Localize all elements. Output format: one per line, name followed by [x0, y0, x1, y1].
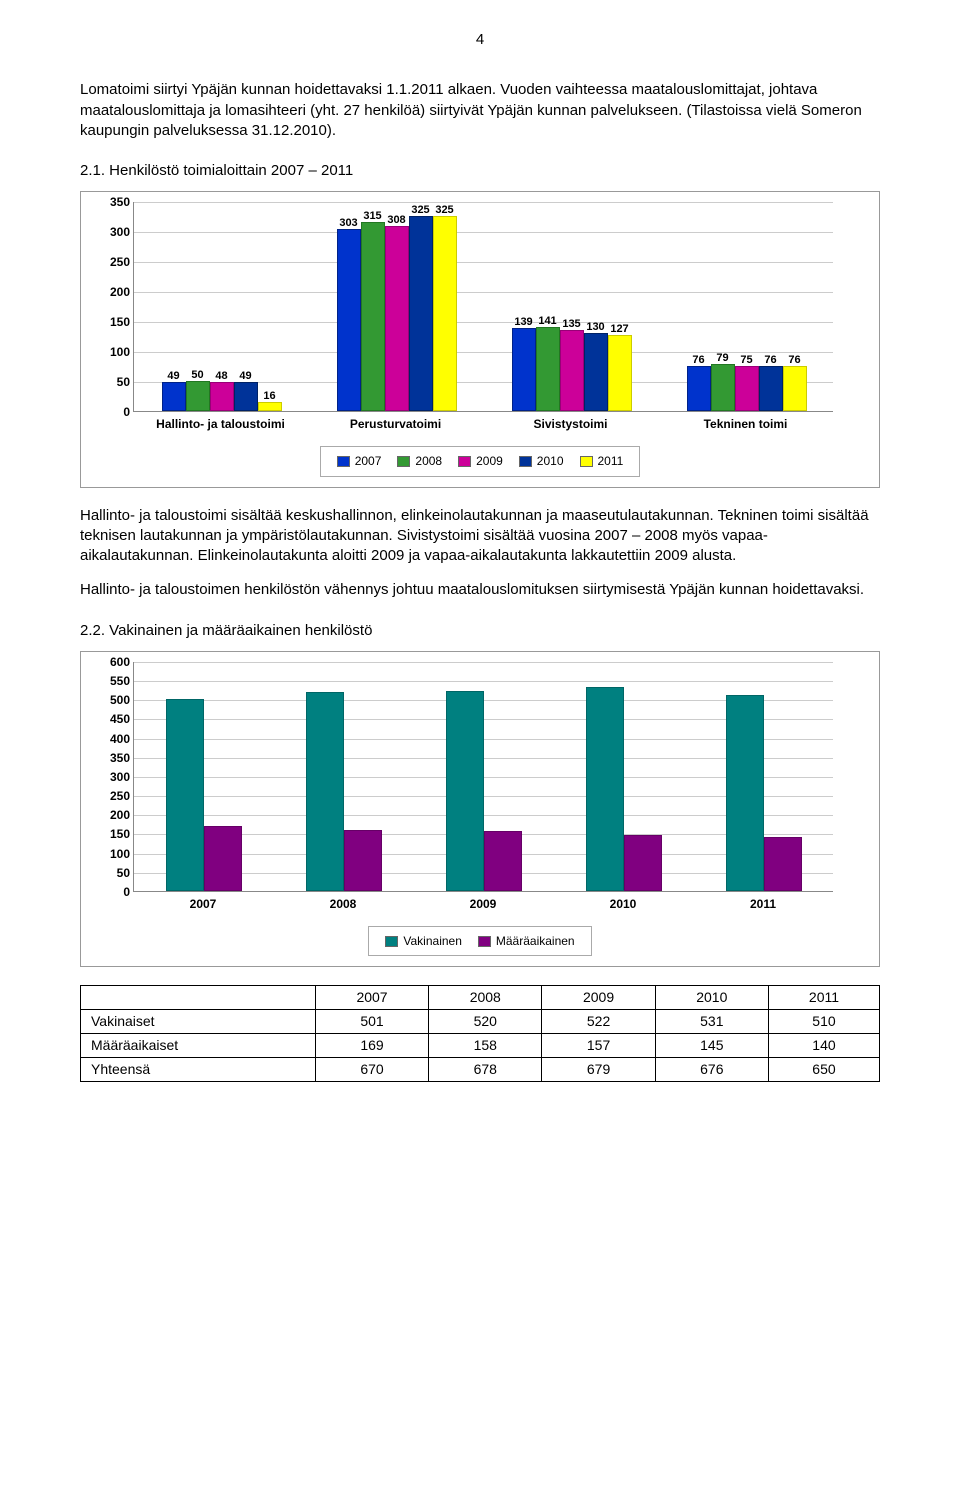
- chart-2: 0501001502002503003504004505005506002007…: [91, 662, 869, 956]
- bar: 135: [560, 330, 584, 411]
- bar: 76: [783, 366, 807, 412]
- bar: 50: [186, 381, 210, 411]
- bar-group: [586, 687, 662, 891]
- bar: 315: [361, 222, 385, 411]
- intro-paragraph: Lomatoimi siirtyi Ypäjän kunnan hoidetta…: [80, 80, 880, 141]
- bar: 75: [735, 366, 759, 411]
- section-heading-2: 2.2. Vakinainen ja määräaikainen henkilö…: [80, 621, 880, 641]
- section-heading-1: 2.1. Henkilöstö toimialoittain 2007 – 20…: [80, 161, 880, 181]
- bar: [624, 835, 662, 891]
- bar: 141: [536, 327, 560, 412]
- bar: 49: [234, 382, 258, 411]
- personnel-table: 20072008200920102011Vakinaiset5015205225…: [80, 985, 880, 1082]
- chart-1-container: 0501001502002503003504950484916303315308…: [80, 191, 880, 487]
- bar: 49: [162, 382, 186, 411]
- bar: 130: [584, 333, 608, 411]
- bar-group: [306, 692, 382, 891]
- bar: 76: [759, 366, 783, 412]
- bar-group: 303315308325325: [337, 216, 457, 411]
- bar: [344, 830, 382, 891]
- chart-1-note: Hallinto- ja taloustoimen henkilöstön vä…: [80, 580, 880, 600]
- page-number: 4: [80, 30, 880, 50]
- bar: 303: [337, 229, 361, 411]
- bar: 127: [608, 335, 632, 411]
- bar: 325: [433, 216, 457, 411]
- bar: 79: [711, 364, 735, 411]
- bar: [586, 687, 624, 891]
- chart-1-description: Hallinto- ja taloustoimi sisältää keskus…: [80, 506, 880, 567]
- bar: [484, 831, 522, 891]
- bar-group: 4950484916: [162, 381, 282, 411]
- bar-group: [166, 699, 242, 891]
- bar: [764, 837, 802, 891]
- bar: 48: [210, 382, 234, 411]
- table-row: Vakinaiset501520522531510: [81, 1010, 880, 1034]
- bar-group: 139141135130127: [512, 327, 632, 412]
- bar-group: [726, 695, 802, 891]
- bar: 325: [409, 216, 433, 411]
- bar: [726, 695, 764, 891]
- chart-legend: 20072008200920102011: [320, 446, 641, 476]
- bar: [446, 691, 484, 891]
- bar-group: [446, 691, 522, 891]
- bar: 139: [512, 328, 536, 411]
- bar: 76: [687, 366, 711, 412]
- bar: 16: [258, 402, 282, 412]
- table-row: Määräaikaiset169158157145140: [81, 1034, 880, 1058]
- chart-2-container: 0501001502002503003504004505005506002007…: [80, 651, 880, 967]
- chart-legend: VakinainenMääräaikainen: [368, 926, 591, 956]
- chart-1: 0501001502002503003504950484916303315308…: [91, 202, 869, 476]
- table-row: Yhteensä670678679676650: [81, 1057, 880, 1081]
- bar: [306, 692, 344, 891]
- bar: [166, 699, 204, 891]
- bar: [204, 826, 242, 891]
- bar-group: 7679757676: [687, 364, 807, 411]
- bar: 308: [385, 226, 409, 411]
